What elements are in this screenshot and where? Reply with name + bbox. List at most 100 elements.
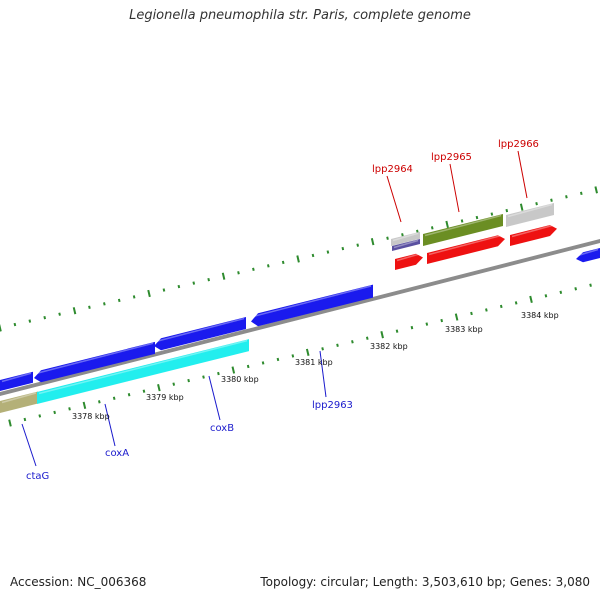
outer-tick [72,307,77,315]
inner-tick [544,294,548,298]
gene-label-lpp2964[interactable]: lpp2964 [372,164,413,175]
outer-tick [296,255,300,263]
gene-label-ctaG[interactable]: ctaG [26,471,49,482]
inner-tick [202,375,205,379]
inner-tick [23,417,27,422]
inner-tick [38,414,42,418]
inner-tick [172,382,176,386]
forward-purple-bar[interactable] [392,239,420,251]
reverse-blue-arrow-4[interactable] [251,284,373,327]
forward-red-arrow-3[interactable] [510,224,557,246]
outer-tick [221,272,226,280]
outer-tick [13,322,17,327]
outer-tick [266,264,270,268]
scale-label-3383: 3383 kbp [445,325,483,334]
inner-tick [485,308,488,312]
label-leader-lines [21,150,528,467]
outer-tick [58,312,61,316]
outer-tick-ring [0,186,598,332]
inner-tick [98,400,101,404]
reverse-blue-arrow-2[interactable] [34,341,155,383]
inner-tick [336,343,339,347]
outer-tick [103,302,106,306]
reverse-blue-arrow-3[interactable] [154,317,246,351]
outer-tick [132,295,136,299]
outer-tick [0,324,2,332]
inner-tick [291,354,295,358]
outer-tick [475,215,479,220]
forward-red-arrow-1[interactable] [395,252,423,270]
outer-tick [490,212,494,216]
outer-tick [445,220,449,229]
outer-tick [401,233,404,237]
inner-tick-ring [8,283,592,427]
inner-tick [231,366,236,374]
outer-tick [579,191,583,196]
inner-tick [470,311,473,316]
inner-tick [246,364,250,369]
gene-labels: lpp2964 lpp2965 lpp2966 ctaG coxA coxB l… [26,139,539,482]
outer-tick [237,271,240,275]
inner-tick [305,348,310,356]
outer-tick [252,267,255,271]
outer-tick [281,260,285,265]
outer-tick [192,281,196,285]
inner-tick [425,322,429,326]
inner-tick [514,301,518,305]
inner-tick [454,313,459,321]
outer-tick [147,289,151,298]
inner-tick [589,283,592,287]
outer-tick [594,186,598,194]
scale-label-3384: 3384 kbp [521,311,559,320]
inner-tick [261,361,265,365]
outer-tick [207,277,210,282]
forward-olive-bar[interactable] [423,214,503,246]
feature-track [0,203,600,413]
outer-tick [460,219,464,223]
gene-label-lpp2963[interactable]: lpp2963 [312,400,353,411]
inner-tick [499,304,503,309]
forward-blue-arrow[interactable] [576,248,600,263]
gene-label-lpp2965[interactable]: lpp2965 [431,152,472,163]
inner-tick [440,318,444,323]
gene-label-coxA[interactable]: coxA [105,448,129,459]
forward-lightgray-bar-2[interactable] [506,203,554,227]
scale-label-3380: 3380 kbp [221,375,259,384]
inner-tick [574,287,578,291]
outer-tick [341,246,345,251]
outer-tick [162,288,166,292]
outer-tick [416,229,419,234]
outer-tick [88,305,91,309]
leader-line-coxB [208,375,221,421]
reverse-khaki-bar[interactable] [0,391,38,413]
inner-tick [321,347,324,351]
outer-tick [117,298,121,303]
inner-tick [559,290,563,294]
forward-lightgray-bar-1[interactable] [391,231,420,246]
outer-tick [43,315,47,320]
inner-tick [127,393,131,397]
inner-tick [365,336,369,340]
scale-label-3381: 3381 kbp [295,358,333,367]
reverse-cyan-bar[interactable] [37,339,249,404]
outer-tick [535,202,538,206]
inner-tick [157,384,161,392]
gene-label-lpp2966[interactable]: lpp2966 [498,139,539,150]
leader-line-lpp2964 [386,175,402,223]
gene-label-coxB[interactable]: coxB [210,423,234,434]
inner-tick [380,331,384,339]
outer-tick [177,284,181,289]
inner-tick [142,389,146,393]
reverse-blue-arrow-1[interactable] [0,371,33,391]
leader-line-ctaG [21,423,37,467]
outer-tick [326,250,330,254]
inner-tick [217,371,220,376]
outer-tick [386,236,389,240]
outer-tick [505,208,509,213]
leader-line-lpp2965 [449,163,460,213]
leader-line-coxA [104,403,116,447]
map-title: Legionella pneumophila str. Paris, compl… [129,8,471,23]
forward-red-arrow-2[interactable] [427,234,505,264]
inner-tick [395,329,399,333]
